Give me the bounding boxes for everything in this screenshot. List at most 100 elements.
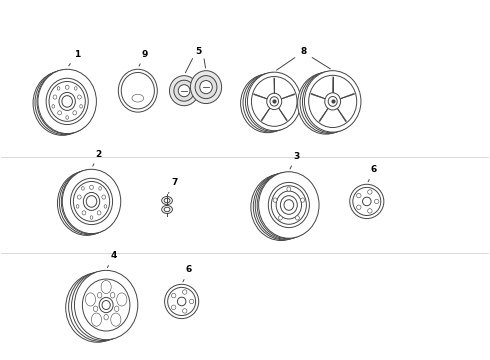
Text: 7: 7 bbox=[169, 178, 177, 193]
Ellipse shape bbox=[162, 197, 172, 204]
Ellipse shape bbox=[99, 297, 113, 312]
Ellipse shape bbox=[121, 72, 154, 109]
Ellipse shape bbox=[287, 187, 291, 191]
Ellipse shape bbox=[302, 71, 359, 133]
Ellipse shape bbox=[37, 69, 96, 134]
Text: 9: 9 bbox=[139, 50, 148, 66]
Ellipse shape bbox=[255, 173, 316, 239]
Ellipse shape bbox=[104, 314, 108, 320]
Ellipse shape bbox=[284, 200, 294, 210]
Ellipse shape bbox=[80, 105, 82, 108]
Ellipse shape bbox=[270, 97, 278, 106]
Ellipse shape bbox=[52, 105, 54, 108]
Text: 6: 6 bbox=[183, 265, 192, 282]
Ellipse shape bbox=[117, 293, 127, 306]
Ellipse shape bbox=[71, 178, 113, 225]
Ellipse shape bbox=[368, 190, 372, 194]
Ellipse shape bbox=[90, 216, 93, 219]
Ellipse shape bbox=[118, 69, 157, 112]
Ellipse shape bbox=[77, 195, 81, 199]
Ellipse shape bbox=[177, 297, 186, 306]
Ellipse shape bbox=[170, 76, 199, 106]
Ellipse shape bbox=[182, 309, 187, 313]
Ellipse shape bbox=[357, 193, 361, 198]
Ellipse shape bbox=[62, 169, 121, 234]
Ellipse shape bbox=[273, 198, 277, 202]
Ellipse shape bbox=[69, 272, 132, 341]
Ellipse shape bbox=[76, 204, 79, 208]
Ellipse shape bbox=[111, 313, 121, 326]
Text: 2: 2 bbox=[93, 149, 102, 166]
Ellipse shape bbox=[168, 287, 196, 315]
Text: 1: 1 bbox=[69, 50, 80, 66]
Text: 5: 5 bbox=[196, 47, 202, 56]
Ellipse shape bbox=[98, 292, 102, 298]
Ellipse shape bbox=[66, 116, 69, 119]
Ellipse shape bbox=[328, 96, 337, 106]
Ellipse shape bbox=[58, 111, 62, 115]
Ellipse shape bbox=[110, 292, 115, 298]
Ellipse shape bbox=[59, 170, 118, 235]
Ellipse shape bbox=[182, 290, 187, 294]
Ellipse shape bbox=[57, 87, 60, 90]
Ellipse shape bbox=[53, 95, 57, 99]
Ellipse shape bbox=[77, 95, 81, 99]
Ellipse shape bbox=[82, 279, 130, 331]
Ellipse shape bbox=[65, 85, 69, 89]
Ellipse shape bbox=[267, 93, 282, 109]
Ellipse shape bbox=[86, 195, 97, 207]
Ellipse shape bbox=[243, 73, 296, 132]
Ellipse shape bbox=[245, 73, 299, 131]
Ellipse shape bbox=[301, 198, 305, 202]
Ellipse shape bbox=[357, 205, 361, 210]
Ellipse shape bbox=[300, 72, 357, 134]
Ellipse shape bbox=[74, 181, 110, 221]
Ellipse shape bbox=[115, 306, 119, 311]
Ellipse shape bbox=[363, 197, 371, 206]
Ellipse shape bbox=[280, 196, 297, 214]
Ellipse shape bbox=[251, 77, 297, 126]
Ellipse shape bbox=[82, 187, 84, 190]
Ellipse shape bbox=[304, 71, 361, 132]
Ellipse shape bbox=[92, 313, 101, 326]
Ellipse shape bbox=[172, 293, 176, 298]
Ellipse shape bbox=[200, 81, 212, 94]
Ellipse shape bbox=[368, 209, 372, 213]
Ellipse shape bbox=[82, 211, 86, 215]
Ellipse shape bbox=[257, 172, 318, 239]
Ellipse shape bbox=[191, 71, 221, 104]
Ellipse shape bbox=[61, 170, 120, 234]
Ellipse shape bbox=[94, 306, 98, 311]
Ellipse shape bbox=[33, 71, 92, 135]
Ellipse shape bbox=[251, 174, 311, 240]
Ellipse shape bbox=[269, 183, 309, 228]
Ellipse shape bbox=[102, 195, 106, 199]
Ellipse shape bbox=[162, 206, 172, 213]
Ellipse shape bbox=[241, 74, 294, 133]
Ellipse shape bbox=[164, 207, 170, 212]
Ellipse shape bbox=[350, 184, 384, 219]
Ellipse shape bbox=[66, 273, 129, 342]
Ellipse shape bbox=[99, 187, 101, 190]
Text: 4: 4 bbox=[107, 251, 117, 267]
Ellipse shape bbox=[189, 299, 194, 304]
Ellipse shape bbox=[247, 72, 301, 131]
Ellipse shape bbox=[104, 204, 107, 208]
Ellipse shape bbox=[278, 216, 282, 220]
Ellipse shape bbox=[174, 80, 195, 101]
Text: 8: 8 bbox=[300, 47, 307, 56]
Ellipse shape bbox=[271, 186, 306, 224]
Ellipse shape bbox=[97, 211, 101, 215]
Text: 3: 3 bbox=[290, 152, 299, 169]
Ellipse shape bbox=[276, 191, 301, 219]
Ellipse shape bbox=[295, 216, 299, 220]
Ellipse shape bbox=[253, 174, 314, 240]
Ellipse shape bbox=[46, 78, 88, 125]
Ellipse shape bbox=[309, 75, 357, 127]
Ellipse shape bbox=[74, 87, 77, 90]
Ellipse shape bbox=[132, 94, 144, 102]
Ellipse shape bbox=[73, 111, 76, 115]
Ellipse shape bbox=[90, 185, 94, 189]
Ellipse shape bbox=[57, 171, 116, 235]
Ellipse shape bbox=[72, 271, 135, 341]
